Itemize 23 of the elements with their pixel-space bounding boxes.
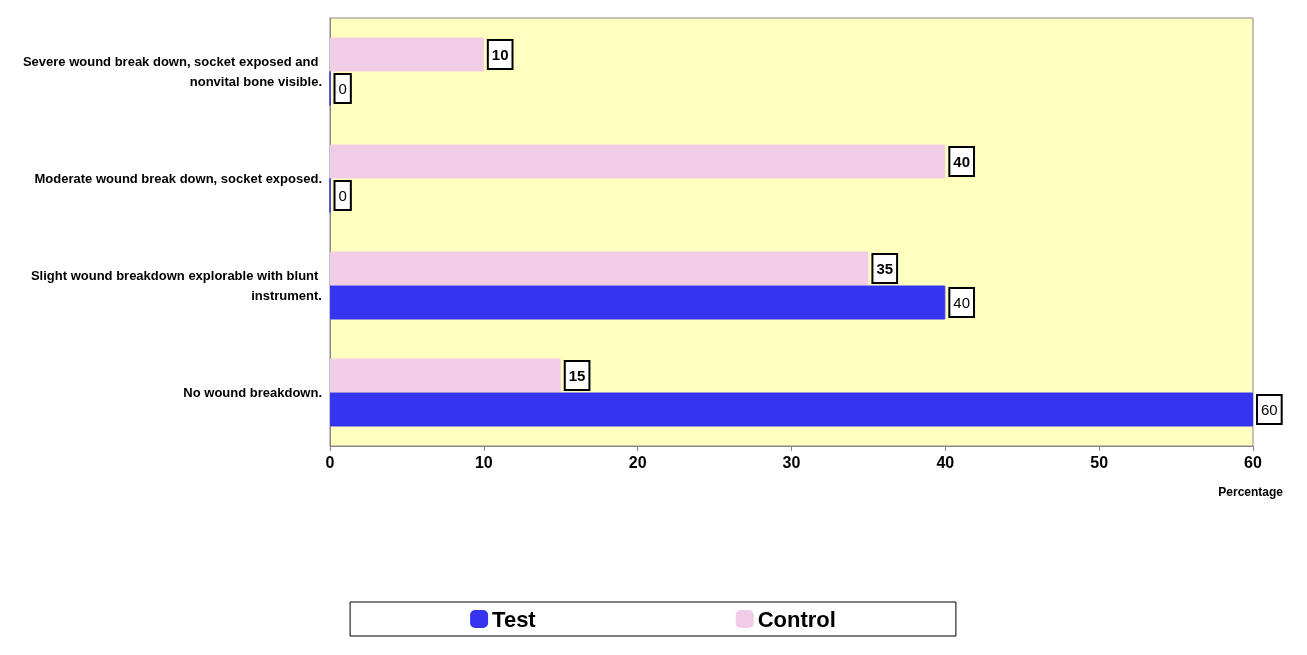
data-label: 40 — [953, 153, 971, 170]
data-label: 10 — [491, 46, 509, 63]
x-axis-title: Percentage — [1218, 485, 1284, 499]
data-label: 0 — [338, 80, 347, 97]
y-tick-label: Severe wound break down, socket exposed and nonvital bone visible. — [22, 54, 322, 89]
data-label: 35 — [876, 260, 894, 277]
x-tick-label: 10 — [474, 453, 493, 471]
data-label: 60 — [1261, 401, 1278, 418]
legend-label: Test — [492, 606, 537, 632]
legend-label: Control — [757, 606, 836, 632]
x-tick-label: 30 — [782, 453, 801, 471]
data-label: 15 — [568, 367, 586, 384]
y-tick-label: Moderate wound break down, socket exposed. — [34, 171, 322, 186]
x-tick-label: 0 — [325, 453, 335, 471]
data-label: 0 — [338, 187, 347, 204]
data-label: 40 — [953, 294, 971, 311]
x-tick-label: 50 — [1090, 453, 1109, 471]
y-tick-label: Slight wound breakdown explorable with blunt instrument. — [30, 268, 322, 303]
y-tick-label: No wound breakdown. — [183, 385, 322, 400]
x-tick-label: 60 — [1244, 453, 1262, 471]
bar — [330, 392, 1253, 427]
x-tick-label: 20 — [628, 453, 647, 471]
x-tick-label: 40 — [936, 453, 955, 471]
